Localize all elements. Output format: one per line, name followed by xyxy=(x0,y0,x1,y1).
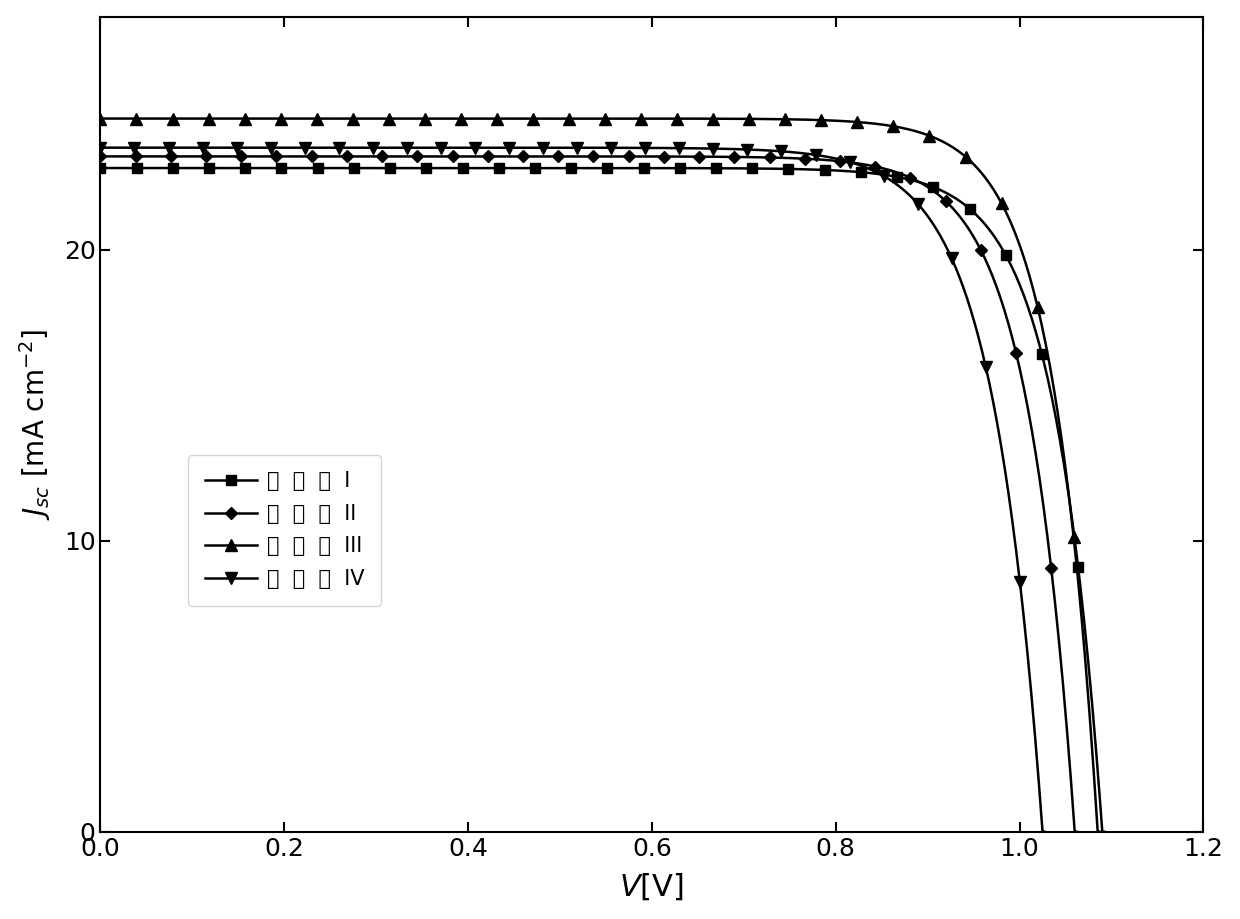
Legend: 化  合  物  I, 化  合  物  II, 化  合  物  III, 化  合  物  IV: 化 合 物 I, 化 合 物 II, 化 合 物 III, 化 合 物 IV xyxy=(188,455,382,606)
X-axis label: $V$[V]: $V$[V] xyxy=(620,872,684,902)
Y-axis label: $J_{sc}$ [mA cm$^{-2}$]: $J_{sc}$ [mA cm$^{-2}$] xyxy=(16,328,52,520)
